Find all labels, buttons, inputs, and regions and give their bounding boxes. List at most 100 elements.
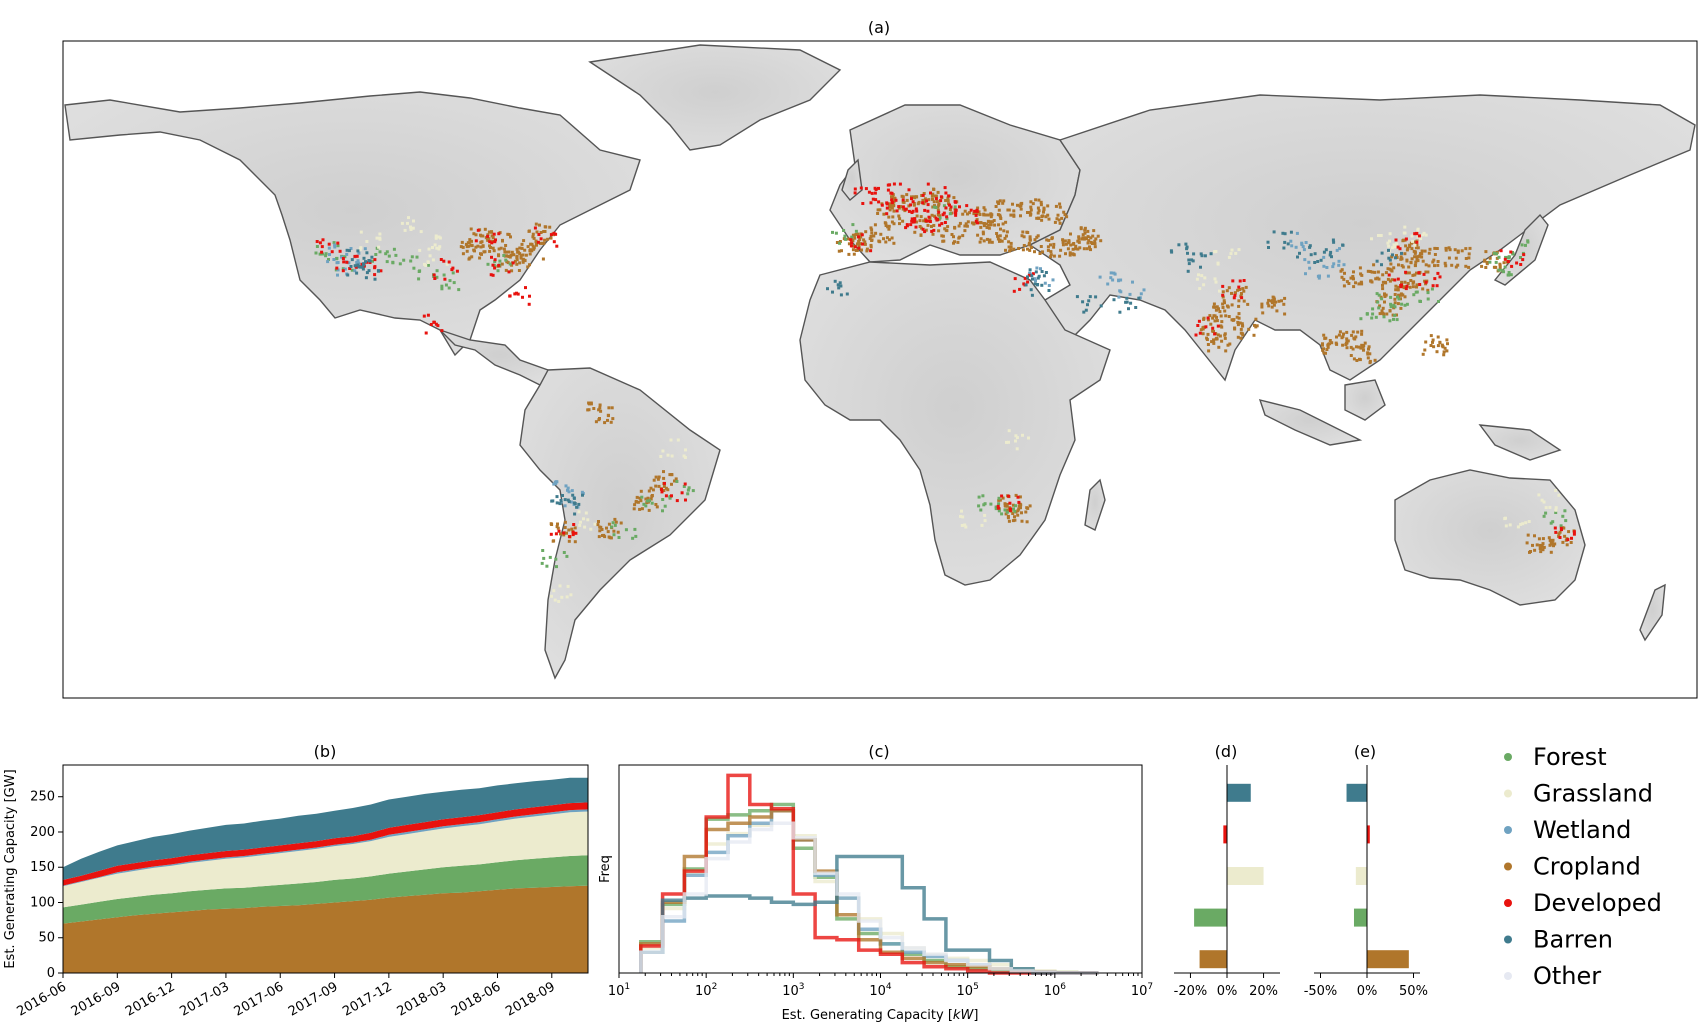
map-dot-cropland bbox=[1402, 238, 1405, 242]
map-dot-developed bbox=[1017, 500, 1021, 504]
map-dot-barren bbox=[1391, 253, 1394, 257]
map-dot-developed bbox=[1415, 240, 1419, 244]
map-dot-cropland bbox=[1350, 333, 1354, 337]
map-dot-cropland bbox=[1022, 244, 1026, 247]
map-dot-developed bbox=[338, 249, 342, 253]
map-dot-forest bbox=[1375, 292, 1379, 296]
map-dot-developed bbox=[853, 191, 857, 195]
map-dot-barren bbox=[361, 262, 365, 266]
map-dot-cropland bbox=[470, 239, 473, 243]
area-xtick-label: 2016-06 bbox=[14, 979, 69, 1019]
map-dot-barren bbox=[1400, 251, 1403, 255]
map-dot-developed bbox=[474, 239, 478, 243]
map-dot-cropland bbox=[887, 227, 891, 231]
map-dot-barren bbox=[555, 501, 559, 505]
map-dot-cropland bbox=[1535, 543, 1539, 547]
map-dot-cropland bbox=[1467, 265, 1471, 269]
map-dot-wetland bbox=[1139, 292, 1143, 296]
map-dot-cropland bbox=[467, 244, 471, 248]
map-dot-cropland bbox=[1012, 213, 1016, 217]
map-dot-grassland bbox=[983, 519, 987, 523]
map-dot-barren bbox=[1040, 270, 1044, 273]
map-dot-cropland bbox=[931, 192, 935, 196]
map-dot-cropland bbox=[846, 237, 850, 241]
area-xtick-label: 2017-09 bbox=[286, 979, 341, 1019]
map-dot-developed bbox=[336, 241, 340, 245]
map-dot-cropland bbox=[984, 213, 988, 217]
map-dot-developed bbox=[516, 292, 520, 296]
map-dot-barren bbox=[1387, 248, 1390, 252]
map-dot-grassland bbox=[1386, 241, 1390, 245]
map-dot-developed bbox=[549, 532, 553, 536]
map-dot-cropland bbox=[1436, 263, 1440, 267]
map-dot-cropland bbox=[1367, 347, 1370, 351]
area-ytick-label: 250 bbox=[30, 790, 55, 805]
map-dot-cropland bbox=[1456, 263, 1460, 267]
map-dot-forest bbox=[1389, 302, 1393, 306]
map-dot-cropland bbox=[551, 539, 555, 543]
map-dot-cropland bbox=[855, 248, 859, 252]
map-dot-grassland bbox=[426, 261, 430, 264]
map-dot-cropland bbox=[1361, 345, 1365, 349]
map-dot-barren bbox=[1329, 250, 1333, 254]
map-dot-wetland bbox=[336, 268, 340, 272]
map-dot-barren bbox=[1380, 263, 1383, 267]
map-dot-barren bbox=[1187, 262, 1191, 266]
map-dot-cropland bbox=[1551, 538, 1555, 542]
hist-xtick-label: 105 bbox=[957, 982, 979, 999]
map-dot-cropland bbox=[1367, 345, 1371, 349]
area-xtick-label: 2017-03 bbox=[177, 979, 232, 1019]
map-dot-cropland bbox=[479, 233, 482, 237]
map-dot-cropland bbox=[1017, 247, 1021, 250]
map-dot-cropland bbox=[1227, 286, 1231, 290]
map-dot-forest bbox=[1389, 295, 1393, 299]
map-dot-cropland bbox=[918, 225, 922, 228]
map-dot-cropland bbox=[1001, 222, 1005, 226]
map-dot-cropland bbox=[1063, 239, 1067, 243]
map-dot-cropland bbox=[1381, 283, 1384, 287]
map-dot-cropland bbox=[901, 219, 905, 223]
map-dot-cropland bbox=[953, 240, 956, 244]
map-dot-cropland bbox=[598, 403, 602, 407]
area-xtick-label: 2018-09 bbox=[503, 979, 558, 1019]
map-dot-grassland bbox=[1377, 234, 1380, 237]
map-dot-grassland bbox=[409, 228, 413, 231]
map-dot-cropland bbox=[500, 262, 504, 266]
map-dot-developed bbox=[939, 195, 943, 199]
map-dot-cropland bbox=[1206, 332, 1210, 336]
map-dot-cropland bbox=[1386, 267, 1390, 271]
map-dot-cropland bbox=[1247, 327, 1251, 331]
map-dot-developed bbox=[921, 193, 925, 197]
map-dot-developed bbox=[515, 291, 518, 295]
map-dot-grassland bbox=[365, 240, 369, 243]
map-dot-developed bbox=[321, 238, 325, 242]
map-dot-cropland bbox=[997, 202, 1001, 205]
map-dot-cropland bbox=[985, 226, 989, 229]
map-dot-cropland bbox=[1484, 266, 1488, 269]
map-dot-cropland bbox=[1377, 277, 1381, 281]
map-dot-developed bbox=[925, 199, 929, 203]
map-dot-forest bbox=[1520, 243, 1524, 247]
map-dot-cropland bbox=[888, 208, 892, 212]
map-dot-cropland bbox=[656, 477, 660, 481]
map-dot-cropland bbox=[914, 195, 918, 199]
map-dot-cropland bbox=[1041, 214, 1045, 218]
map-dot-cropland bbox=[538, 241, 542, 245]
map-dot-cropland bbox=[1049, 250, 1053, 254]
map-dot-cropland bbox=[1223, 336, 1227, 340]
map-dot-developed bbox=[1022, 282, 1026, 286]
map-dot-cropland bbox=[915, 214, 919, 218]
map-dot-forest bbox=[1400, 302, 1404, 306]
map-dot-developed bbox=[1570, 536, 1573, 540]
map-dot-cropland bbox=[519, 254, 523, 258]
map-dot-developed bbox=[867, 190, 871, 194]
map-dot-developed bbox=[874, 198, 878, 202]
map-dot-forest bbox=[1359, 317, 1363, 321]
map-dot-cropland bbox=[1399, 255, 1403, 259]
map-dot-cropland bbox=[521, 260, 525, 264]
map-dot-forest bbox=[496, 269, 500, 273]
map-dot-grassland bbox=[1203, 276, 1207, 280]
map-dot-developed bbox=[1240, 296, 1244, 300]
map-dot-developed bbox=[1417, 234, 1421, 238]
map-dot-cropland bbox=[1355, 359, 1359, 362]
